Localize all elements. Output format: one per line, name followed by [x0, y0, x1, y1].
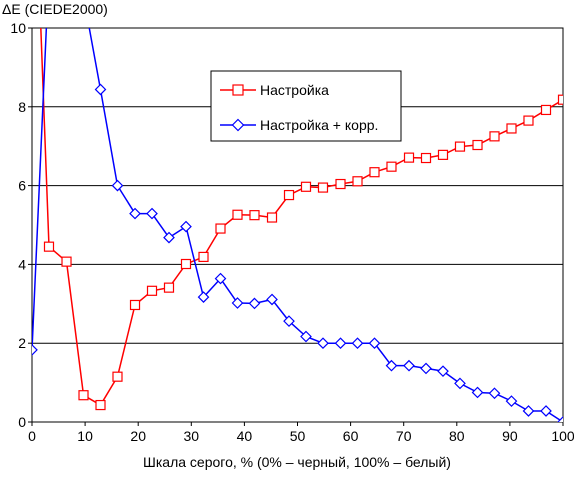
data-point-series-1: [215, 223, 226, 234]
data-point-series-2: [197, 291, 210, 303]
data-point-series-2: [403, 359, 415, 372]
x-tick-label: 80: [449, 428, 465, 444]
data-point-series-1: [232, 209, 243, 220]
data-point-series-1: [437, 149, 449, 160]
data-point-series-2: [111, 179, 124, 192]
x-tick-label: 90: [502, 428, 518, 444]
data-point-series-2: [557, 416, 563, 422]
y-tick-label: 2: [18, 335, 26, 351]
data-point-series-1: [454, 141, 466, 152]
data-point-series-2: [32, 344, 38, 356]
x-tick-label: 40: [237, 428, 253, 444]
data-point-series-2: [351, 337, 364, 350]
data-point-series-1: [369, 167, 380, 178]
data-point-series-2: [248, 297, 261, 310]
data-point-series-2: [471, 386, 484, 399]
data-point-series-1: [146, 285, 158, 296]
data-point-series-1: [403, 152, 415, 163]
x-tick-label: 70: [396, 428, 412, 444]
data-point-series-2: [300, 330, 312, 343]
legend-label-series-2: Настройка + корр.: [260, 117, 378, 133]
data-point-series-2: [488, 387, 501, 400]
x-axis-label: Шкала серого, % (0% – черный, 100% – бел…: [143, 454, 451, 470]
data-point-series-1: [506, 123, 517, 134]
data-point-series-2: [420, 362, 432, 375]
data-point-series-2: [317, 337, 329, 350]
data-point-series-2: [231, 297, 244, 309]
data-point-series-1: [95, 399, 106, 411]
data-point-series-1: [198, 251, 209, 263]
y-axis-label: ΔE (CIEDE2000): [2, 1, 108, 17]
legend-label-series-1: Настройка: [260, 82, 329, 98]
data-point-series-2: [283, 315, 295, 327]
data-point-series-1: [180, 258, 192, 270]
data-point-series-2: [454, 377, 466, 390]
data-point-series-1: [163, 282, 175, 293]
data-point-series-2: [505, 395, 518, 407]
data-point-series-2: [180, 220, 192, 233]
data-point-series-1: [43, 241, 55, 252]
data-point-series-1: [335, 178, 346, 190]
data-point-series-2: [540, 405, 552, 417]
data-point-series-2: [129, 207, 141, 220]
legend-marker-series-1: [232, 84, 244, 96]
data-point-series-2: [266, 293, 278, 306]
data-point-series-2: [146, 207, 158, 220]
data-point-series-2: [334, 337, 347, 350]
data-point-series-1: [352, 176, 363, 187]
y-tick-label: 10: [10, 20, 26, 36]
x-tick-label: 60: [343, 428, 359, 444]
data-point-series-1: [472, 139, 483, 151]
y-tick-label: 6: [18, 178, 26, 194]
data-point-series-2: [437, 365, 449, 378]
legend-box: [210, 70, 402, 142]
y-tick-label: 8: [18, 99, 26, 115]
data-point-series-2: [94, 83, 107, 96]
data-point-series-2: [214, 272, 227, 285]
data-point-series-1: [61, 256, 72, 267]
data-point-series-1: [283, 189, 295, 201]
data-point-series-1: [112, 371, 123, 382]
data-point-series-2: [522, 405, 535, 417]
data-point-series-1: [523, 115, 534, 126]
data-point-series-1: [249, 210, 260, 221]
x-tick-label: 20: [130, 428, 146, 444]
data-point-series-1: [78, 390, 89, 401]
y-tick-label: 0: [18, 414, 26, 430]
data-point-series-1: [300, 181, 312, 192]
data-point-series-1: [489, 131, 500, 142]
legend-marker-series-2: [231, 118, 245, 132]
data-point-series-1: [420, 152, 432, 164]
data-point-series-1: [540, 104, 552, 116]
legend: Настройка Настройка + корр.: [210, 70, 402, 142]
x-tick-label: 10: [77, 428, 93, 444]
y-tick-label: 4: [18, 256, 26, 272]
data-point-series-1: [557, 94, 563, 105]
data-point-series-1: [129, 299, 141, 311]
x-tick-label: 100: [551, 428, 574, 444]
data-point-series-2: [385, 359, 398, 372]
data-point-series-1: [386, 161, 397, 172]
data-point-series-2: [163, 231, 175, 244]
data-point-series-1: [317, 182, 329, 193]
x-tick-label: 30: [184, 428, 200, 444]
x-tick-label: 0: [28, 428, 36, 444]
data-point-series-1: [266, 212, 278, 223]
x-tick-label: 50: [290, 428, 306, 444]
data-point-series-2: [368, 337, 381, 350]
